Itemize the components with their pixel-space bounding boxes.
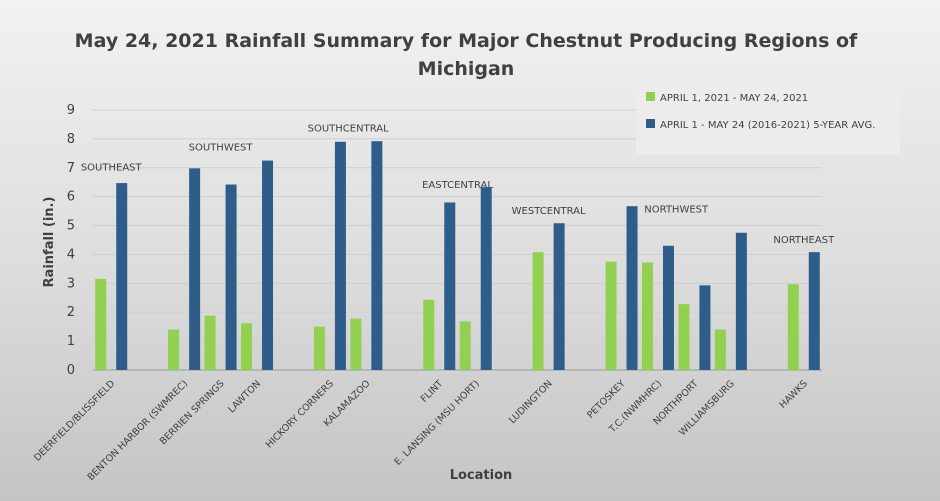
bar-2021 [641, 262, 653, 370]
bar-2021 [459, 321, 471, 370]
y-tick-label: 9 [67, 103, 75, 118]
bar-2021 [350, 318, 362, 370]
bar-2021 [313, 326, 325, 370]
y-tick-label: 5 [67, 219, 75, 234]
y-tick-label: 4 [67, 247, 75, 262]
bar-2021 [787, 284, 799, 370]
bar-2021 [423, 299, 435, 370]
bar-5yr-avg [225, 184, 237, 370]
bar-2021 [95, 279, 107, 370]
bar-5yr-avg [189, 168, 201, 370]
region-annotations: SOUTHEAST SOUTHWEST SOUTHCENTRAL EASTCENTRA… [81, 124, 835, 246]
bar-5yr-avg [444, 202, 456, 370]
bar-2021 [532, 252, 544, 370]
legend: APRIL 1, 2021 - MAY 24, 2021 APRIL 1 - M… [636, 82, 900, 154]
legend-box [636, 82, 900, 154]
region-label: EASTCENTRAL [422, 180, 493, 191]
region-label: SOUTHCENTRAL [308, 124, 389, 135]
x-tick-label: DEERFIELD/BLISSFIELD [32, 378, 117, 463]
bar-5yr-avg [262, 160, 274, 370]
bar-2021 [605, 261, 617, 370]
legend-swatch-avg [646, 119, 655, 128]
bar-2021 [241, 323, 253, 370]
legend-label-avg: APRIL 1 - MAY 24 (2016-2021) 5-YEAR AVG. [660, 120, 875, 131]
bar-5yr-avg [662, 245, 674, 370]
bar-5yr-avg [371, 141, 383, 370]
legend-label-2021: APRIL 1, 2021 - MAY 24, 2021 [660, 93, 808, 104]
bar-5yr-avg [735, 232, 747, 370]
x-tick-label: HAWKS [778, 378, 810, 410]
region-label: SOUTHWEST [189, 142, 254, 153]
bar-2021 [168, 329, 180, 370]
region-label: NORTHWEST [644, 205, 709, 216]
y-tick-label: 7 [67, 161, 75, 176]
bar-5yr-avg [480, 187, 492, 370]
y-tick-label: 6 [67, 190, 75, 205]
y-axis-title: Rainfall (in.) [42, 197, 57, 288]
chart-title-line-2: Michigan [418, 58, 515, 80]
region-label: SOUTHEAST [81, 163, 143, 174]
bar-2021 [714, 329, 726, 370]
bar-5yr-avg [116, 183, 128, 370]
bar-5yr-avg [699, 285, 711, 370]
region-label: WESTCENTRAL [512, 206, 586, 217]
y-tick-label: 2 [67, 305, 75, 320]
x-tick-label: LUDINGTON [507, 378, 555, 426]
y-tick-label: 3 [67, 276, 75, 291]
legend-swatch-2021 [646, 92, 655, 101]
bar-5yr-avg [808, 252, 820, 370]
x-tick-label: LAWTON [226, 378, 263, 415]
bar-5yr-avg [553, 223, 565, 370]
x-tick-label: FLINT [419, 378, 446, 405]
region-label: NORTHEAST [773, 235, 835, 246]
x-tick-label: BERRIEN SPRINGS [158, 378, 227, 447]
bar-2021 [204, 315, 216, 370]
y-tick-label: 0 [67, 363, 75, 378]
bars [95, 141, 820, 370]
bar-2021 [678, 304, 690, 370]
x-axis-title: Location [450, 468, 513, 483]
y-axis-ticks: 0 1 2 3 4 5 6 7 8 9 [67, 103, 75, 378]
chart-title-line-1: May 24, 2021 Rainfall Summary for Major … [75, 30, 858, 52]
bar-5yr-avg [334, 141, 346, 370]
x-tick-label: HICKORY CORNERS [264, 378, 336, 450]
bar-5yr-avg [626, 206, 638, 370]
y-tick-label: 8 [67, 132, 75, 147]
y-tick-label: 1 [67, 334, 75, 349]
